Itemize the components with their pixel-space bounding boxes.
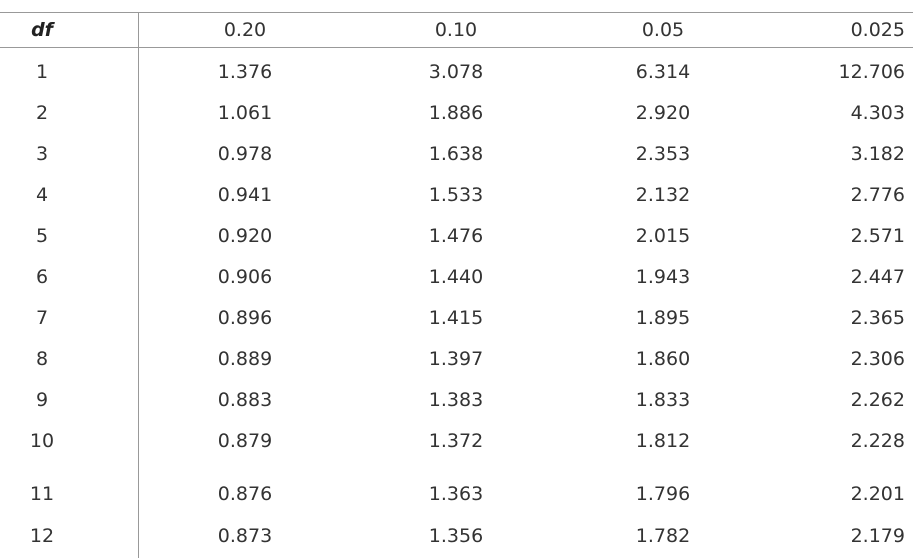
value-cell: 0.879 xyxy=(217,430,273,452)
value-cell: 2.571 xyxy=(850,225,905,247)
df-cell: 8 xyxy=(35,348,49,370)
value-cell: 1.812 xyxy=(635,430,691,452)
header-cell: 0.20 xyxy=(223,19,267,41)
df-cell: 4 xyxy=(35,184,49,206)
value-cell: 1.833 xyxy=(635,389,691,411)
df-cell: 9 xyxy=(35,389,49,411)
df-cell: 11 xyxy=(29,483,55,505)
header-cell: 0.10 xyxy=(434,19,478,41)
df-cell: 5 xyxy=(35,225,49,247)
value-cell: 1.372 xyxy=(428,430,484,452)
value-cell: 1.476 xyxy=(428,225,484,247)
value-cell: 1.796 xyxy=(635,483,691,505)
df-cell: 7 xyxy=(35,307,49,329)
value-cell: 1.383 xyxy=(428,389,484,411)
df-cell: 10 xyxy=(29,430,55,452)
value-cell: 1.886 xyxy=(428,102,484,124)
value-cell: 1.440 xyxy=(428,266,484,288)
value-cell: 2.228 xyxy=(850,430,905,452)
value-cell: 2.262 xyxy=(850,389,905,411)
value-cell: 2.920 xyxy=(635,102,691,124)
value-cell: 4.303 xyxy=(850,102,905,124)
value-cell: 1.860 xyxy=(635,348,691,370)
value-cell: 1.943 xyxy=(635,266,691,288)
value-cell: 1.061 xyxy=(217,102,273,124)
df-cell: 6 xyxy=(35,266,49,288)
value-cell: 0.896 xyxy=(217,307,273,329)
header-rule xyxy=(0,47,913,48)
value-cell: 2.201 xyxy=(850,483,905,505)
value-cell: 3.182 xyxy=(850,143,905,165)
value-cell: 1.356 xyxy=(428,525,484,547)
value-cell: 2.132 xyxy=(635,184,691,206)
value-cell: 1.895 xyxy=(635,307,691,329)
value-cell: 0.883 xyxy=(217,389,273,411)
value-cell: 6.314 xyxy=(635,61,691,83)
value-cell: 2.179 xyxy=(850,525,905,547)
df-cell: 2 xyxy=(35,102,49,124)
value-cell: 2.776 xyxy=(850,184,905,206)
value-cell: 0.889 xyxy=(217,348,273,370)
value-cell: 2.015 xyxy=(635,225,691,247)
value-cell: 3.078 xyxy=(428,61,484,83)
value-cell: 0.941 xyxy=(217,184,273,206)
value-cell: 0.920 xyxy=(217,225,273,247)
value-cell: 1.363 xyxy=(428,483,484,505)
value-cell: 0.906 xyxy=(217,266,273,288)
value-cell: 1.782 xyxy=(635,525,691,547)
value-cell: 0.876 xyxy=(217,483,273,505)
df-cell: 12 xyxy=(29,525,55,547)
top-rule xyxy=(0,12,913,13)
value-cell: 0.978 xyxy=(217,143,273,165)
value-cell: 2.353 xyxy=(635,143,691,165)
value-cell: 2.306 xyxy=(850,348,905,370)
value-cell: 1.638 xyxy=(428,143,484,165)
value-cell: 1.397 xyxy=(428,348,484,370)
df-cell: 1 xyxy=(35,61,49,83)
header-cell: df xyxy=(31,19,53,41)
value-cell: 12.706 xyxy=(838,61,905,83)
value-cell: 0.873 xyxy=(217,525,273,547)
column-rule xyxy=(138,12,139,558)
df-cell: 3 xyxy=(35,143,49,165)
value-cell: 2.447 xyxy=(850,266,905,288)
header-cell: 0.025 xyxy=(850,19,905,41)
value-cell: 1.415 xyxy=(428,307,484,329)
value-cell: 2.365 xyxy=(850,307,905,329)
value-cell: 1.533 xyxy=(428,184,484,206)
value-cell: 1.376 xyxy=(217,61,273,83)
header-cell: 0.05 xyxy=(641,19,685,41)
